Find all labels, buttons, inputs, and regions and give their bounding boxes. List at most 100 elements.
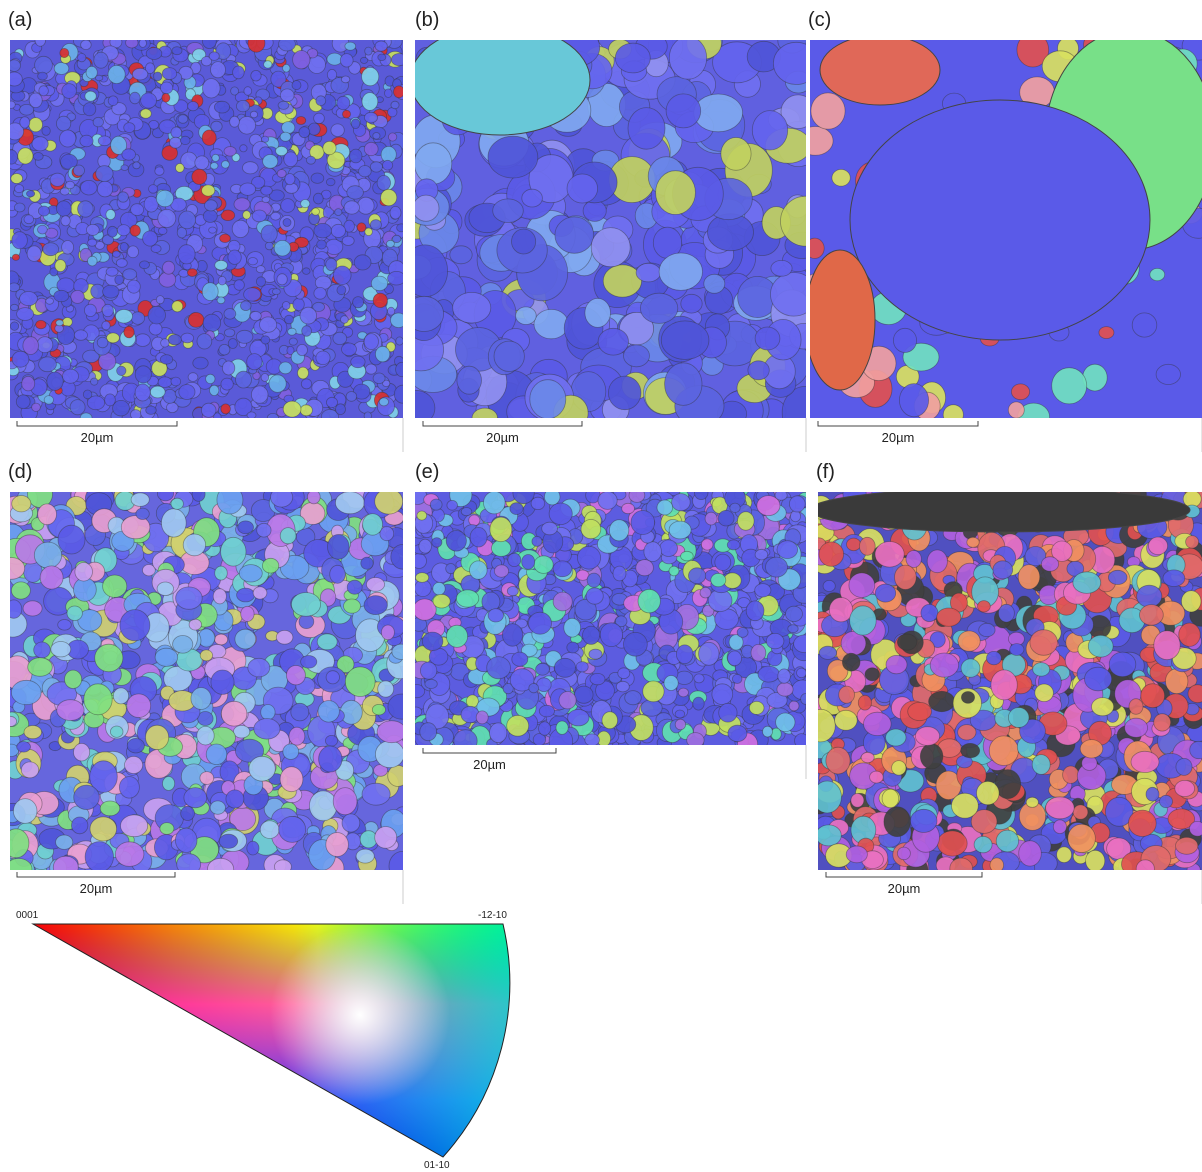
grain	[105, 394, 116, 406]
grain	[263, 155, 278, 169]
grain	[470, 561, 488, 579]
grain	[858, 695, 871, 710]
grain	[240, 145, 247, 152]
grain	[930, 653, 958, 677]
grain	[9, 283, 20, 292]
grain	[790, 511, 800, 522]
grain	[11, 174, 23, 184]
grain	[279, 816, 306, 842]
grain	[289, 338, 297, 345]
grain	[282, 302, 290, 310]
grain	[386, 240, 394, 247]
grain	[279, 362, 292, 374]
grain	[586, 588, 603, 604]
grain	[333, 332, 347, 344]
grain	[120, 243, 128, 252]
grain	[261, 374, 269, 382]
grain	[11, 304, 19, 310]
grain	[1052, 368, 1087, 404]
grain	[167, 402, 179, 412]
grain	[74, 330, 87, 340]
grain	[55, 260, 66, 272]
grain	[766, 633, 784, 648]
grain	[344, 599, 361, 613]
grain	[42, 126, 50, 135]
grain	[746, 601, 764, 621]
grain	[494, 565, 508, 577]
grain	[396, 337, 404, 345]
grain	[950, 858, 973, 879]
grain	[589, 649, 602, 659]
grain	[494, 341, 524, 371]
grain	[897, 847, 910, 860]
grain	[892, 761, 906, 776]
grain	[1080, 740, 1103, 758]
grain	[602, 712, 618, 729]
grain	[728, 651, 742, 666]
grain	[378, 54, 386, 61]
panel: (b)20µm	[395, 9, 831, 452]
grain	[755, 549, 768, 560]
grain	[155, 167, 164, 175]
grain	[777, 541, 798, 559]
grain	[192, 169, 207, 184]
grain	[200, 772, 214, 785]
grain	[1092, 698, 1114, 716]
grain	[123, 269, 137, 280]
grain	[66, 181, 75, 189]
grain	[236, 371, 252, 388]
grain	[659, 253, 702, 290]
grain	[276, 630, 293, 644]
grain	[218, 276, 226, 285]
grain	[14, 203, 25, 212]
grain	[81, 40, 92, 50]
grain	[590, 673, 605, 684]
grain	[738, 512, 755, 531]
grain	[328, 535, 350, 560]
grain	[553, 592, 572, 611]
grain	[397, 224, 406, 232]
grain	[95, 644, 123, 672]
grain	[250, 311, 261, 320]
grain	[1011, 384, 1029, 400]
grain	[54, 290, 69, 301]
grain	[758, 666, 779, 682]
grain	[243, 162, 259, 174]
grain	[342, 343, 357, 356]
grain	[641, 700, 662, 717]
grain	[183, 534, 205, 556]
grain	[6, 72, 22, 86]
grain	[200, 650, 212, 661]
grain	[217, 486, 243, 514]
grain	[342, 814, 360, 832]
grain	[209, 227, 217, 233]
grain	[10, 322, 18, 331]
grain	[5, 150, 17, 164]
grain	[490, 723, 507, 743]
grain	[176, 587, 203, 609]
grain	[978, 601, 991, 612]
grain	[915, 727, 939, 746]
grain	[488, 609, 503, 622]
grain	[103, 575, 127, 597]
grain	[162, 68, 176, 80]
grain	[510, 503, 523, 515]
grain	[312, 208, 320, 215]
grain	[171, 377, 181, 386]
grain	[300, 405, 312, 416]
grain	[110, 726, 123, 737]
grain	[203, 79, 221, 98]
grain	[749, 701, 764, 714]
grain	[472, 408, 497, 427]
grain	[220, 234, 231, 242]
grain	[347, 186, 364, 199]
grain	[88, 256, 98, 266]
panel-label: (c)	[808, 9, 831, 31]
grain	[131, 410, 142, 420]
grain	[325, 735, 337, 746]
grain	[301, 200, 310, 208]
grain	[859, 537, 875, 555]
grain	[318, 701, 339, 723]
grain	[943, 405, 963, 425]
grain	[1108, 570, 1127, 584]
